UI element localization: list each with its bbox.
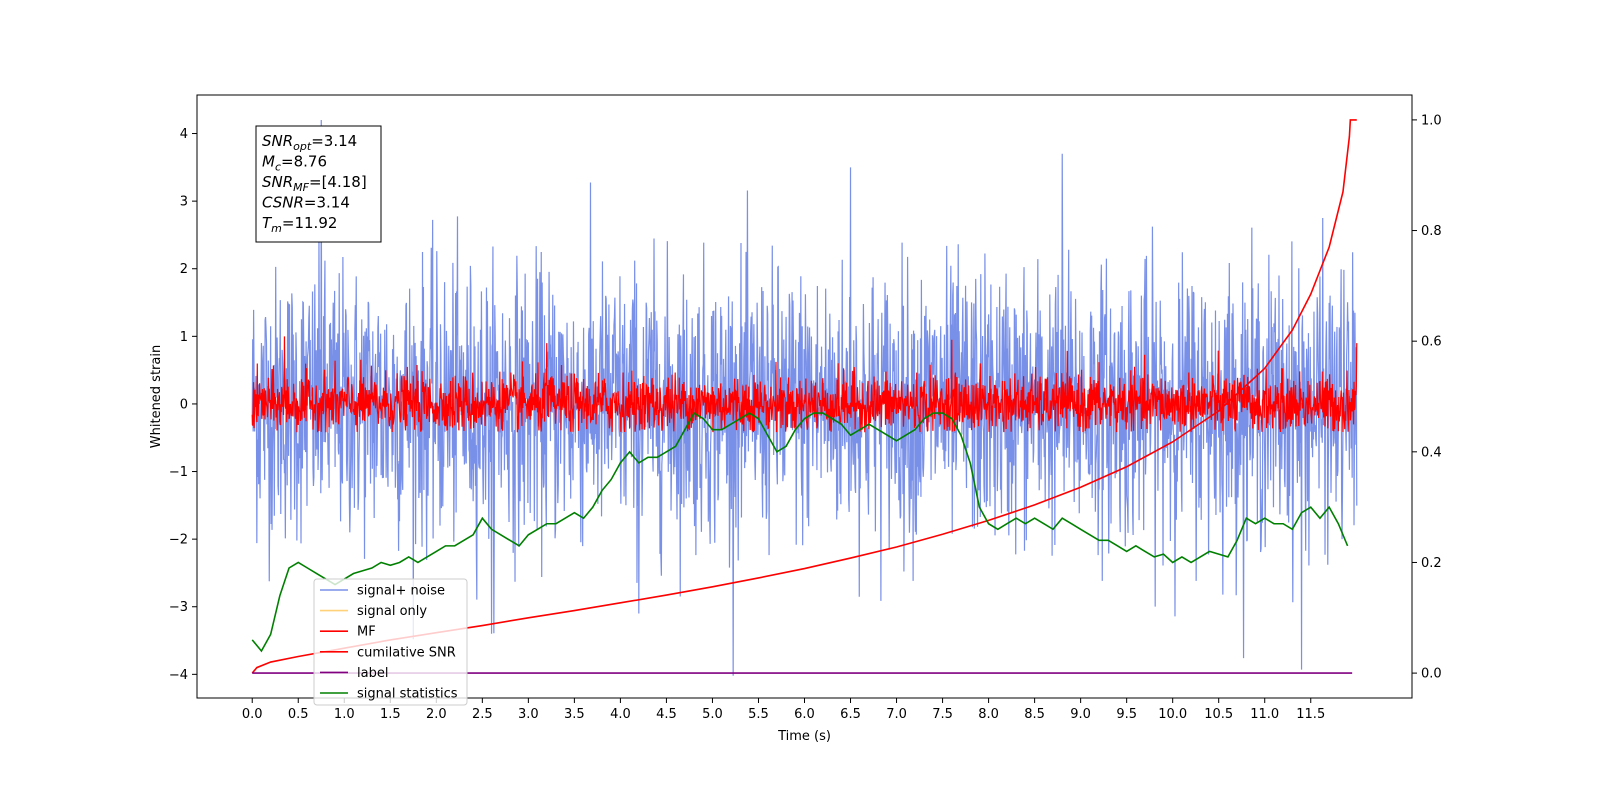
y-tick-label-left: 3	[180, 195, 188, 210]
legend-label: signal statistics	[357, 687, 458, 702]
y-tick-label-right: 0.8	[1421, 224, 1442, 239]
y-tick-label-right: 0.0	[1421, 667, 1442, 682]
legend-label: MF	[357, 625, 376, 640]
x-tick-label: 8.5	[1024, 707, 1045, 722]
y-tick-label-right: 0.6	[1421, 335, 1442, 350]
x-axis-label: Time (s)	[777, 729, 831, 744]
x-tick-label: 9.0	[1070, 707, 1091, 722]
legend-label: cumilative SNR	[357, 645, 456, 660]
y-tick-label-left: 4	[180, 127, 188, 142]
y-axis-label: Whitened strain	[149, 345, 164, 448]
x-tick-label: 1.5	[380, 707, 401, 722]
x-tick-label: 3.0	[518, 707, 539, 722]
x-axis: 0.0 0.5 1.0 1.5 2.0 2.5 3.0 3.5 4.0 4.5 5.0 5.5 6.0 6…	[242, 698, 1325, 722]
annotation-frame	[255, 125, 382, 243]
y-tick-label-left: −1	[169, 465, 188, 480]
x-tick-label: 11.5	[1296, 707, 1325, 722]
series-line-signal-statistics	[251, 411, 1349, 653]
x-tick-label: 4.5	[656, 707, 677, 722]
x-tick-label: 10.5	[1204, 707, 1233, 722]
y-tick-label-left: −2	[169, 533, 188, 548]
x-tick-label: 6.5	[840, 707, 861, 722]
y-tick-label-right: 0.4	[1421, 445, 1442, 460]
legend: signal+ noise signal only MF cumilative SNR…	[313, 578, 468, 706]
y-tick-label-right: 1.0	[1421, 113, 1442, 128]
legend-label: label	[357, 666, 388, 681]
annotation-line: Mc=8.76	[262, 153, 327, 174]
x-tick-label: 5.0	[702, 707, 723, 722]
x-tick-label: 0.5	[288, 707, 309, 722]
x-tick-label: 2.5	[472, 707, 493, 722]
annotation-line: SNRMF=[4.18]	[262, 173, 367, 194]
legend-frame	[313, 578, 468, 706]
x-tick-label: 8.0	[978, 707, 999, 722]
y-tick-label-left: −3	[169, 600, 188, 615]
y-axis-right: 0.0 0.2 0.4 0.6 0.8 1.0	[1412, 113, 1442, 682]
x-tick-label: 9.5	[1116, 707, 1137, 722]
x-tick-label: 5.5	[748, 707, 769, 722]
y-tick-label-left: 0	[180, 397, 188, 412]
series-line-mf	[251, 336, 1358, 433]
x-tick-label: 1.0	[334, 707, 355, 722]
y-tick-label-right: 0.2	[1421, 556, 1442, 571]
y-tick-label-left: −4	[169, 668, 188, 683]
x-tick-label: 7.5	[932, 707, 953, 722]
y-tick-label-left: 1	[180, 330, 188, 345]
y-axis-left: −4 −3 −2 −1 0 1 2 3 4	[169, 127, 197, 683]
annotation-line: Tm=11.92	[262, 214, 337, 235]
x-tick-label: 11.0	[1250, 707, 1279, 722]
legend-label: signal only	[357, 604, 427, 619]
x-tick-label: 3.5	[564, 707, 585, 722]
legend-label: signal+ noise	[357, 584, 445, 599]
x-tick-label: 10.0	[1158, 707, 1187, 722]
x-tick-label: 0.0	[242, 707, 263, 722]
annotation-line: CSNR=3.14	[262, 194, 350, 212]
x-tick-label: 7.0	[886, 707, 907, 722]
x-tick-label: 6.0	[794, 707, 815, 722]
x-tick-label: 4.0	[610, 707, 631, 722]
annotation-line: SNRopt=3.14	[262, 132, 357, 153]
x-tick-label: 2.0	[426, 707, 447, 722]
y-tick-label-left: 2	[180, 262, 188, 277]
